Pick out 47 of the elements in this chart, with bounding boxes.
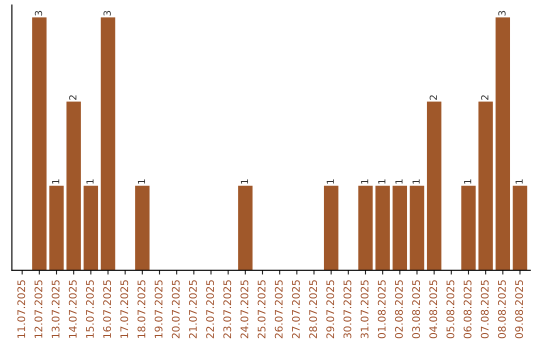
- x-tick-label: 26.07.2025: [274, 280, 283, 338]
- data-label: 1: [412, 179, 420, 184]
- data-label: 2: [430, 95, 437, 100]
- x-tick-label: 09.08.2025: [515, 280, 524, 338]
- x-tick-label: 31.07.2025: [360, 280, 369, 338]
- data-label: 1: [326, 179, 334, 184]
- data-label: 3: [103, 10, 111, 16]
- data-label: 1: [516, 179, 523, 184]
- x-tick-label: 23.07.2025: [223, 280, 232, 338]
- x-tick-label: 11.07.2025: [17, 280, 26, 338]
- data-label: 3: [34, 10, 42, 16]
- x-tick-label: 30.07.2025: [343, 280, 352, 338]
- x-tick-label: 15.07.2025: [86, 280, 94, 338]
- data-label: 1: [86, 179, 94, 184]
- x-tick-label: 22.07.2025: [206, 280, 214, 338]
- x-tick-label: 14.07.2025: [68, 280, 77, 338]
- data-label: 3: [498, 10, 506, 16]
- x-tick-label: 04.08.2025: [429, 280, 438, 338]
- x-tick-label: 20.07.2025: [172, 280, 180, 338]
- data-label: 1: [52, 179, 60, 184]
- x-tick-label: 17.07.2025: [120, 280, 128, 338]
- x-tick-label: 21.07.2025: [188, 280, 197, 338]
- x-tick-label: 29.07.2025: [326, 280, 334, 338]
- x-tick-label: 24.07.2025: [240, 280, 248, 338]
- data-label: 1: [395, 179, 403, 184]
- data-label: 2: [69, 95, 76, 100]
- data-label: 1: [361, 179, 368, 184]
- x-tick-label: 07.08.2025: [480, 280, 489, 338]
- data-label: 1: [378, 179, 386, 184]
- x-tick-label: 01.08.2025: [378, 280, 386, 338]
- x-tick-label: 05.08.2025: [446, 280, 454, 338]
- x-tick-label: 25.07.2025: [258, 280, 266, 338]
- x-tick-label: 03.08.2025: [412, 280, 420, 338]
- x-tick-label: 19.07.2025: [154, 280, 163, 338]
- x-tick-label: 28.07.2025: [309, 280, 318, 338]
- x-tick-label: 27.07.2025: [292, 280, 300, 338]
- x-tick-label: 13.07.2025: [52, 280, 60, 338]
- x-tick-label: 08.08.2025: [498, 280, 506, 338]
- x-tick-label: 06.08.2025: [464, 280, 472, 338]
- data-label: 1: [138, 179, 146, 184]
- data-label: 2: [481, 95, 488, 100]
- x-tick-label: 16.07.2025: [103, 280, 112, 338]
- x-tick-label: 12.07.2025: [34, 280, 42, 338]
- data-label: 1: [240, 179, 248, 184]
- x-tick-label: 18.07.2025: [137, 280, 146, 338]
- x-tick-label: 02.08.2025: [394, 280, 403, 338]
- data-label: 1: [464, 179, 472, 184]
